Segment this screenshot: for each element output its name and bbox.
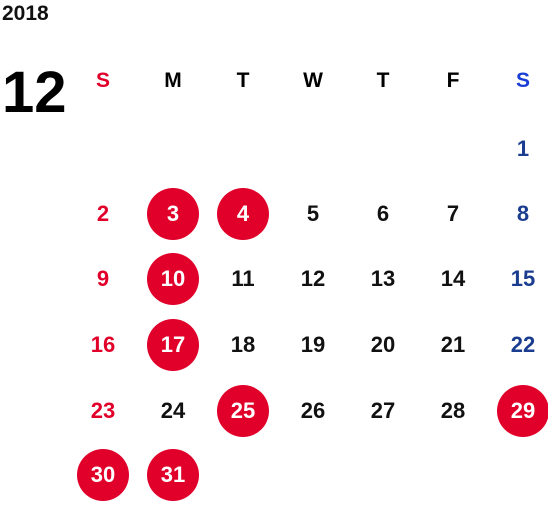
day-number: 9: [96, 266, 110, 291]
calendar-grid: S M T W T F S 1 2 3 4 5 6 7 8 9 10 11 12 13 14 15 16 17 1…: [68, 46, 548, 501]
day-cell[interactable]: 26: [278, 378, 348, 444]
day-cell[interactable]: 2: [68, 181, 138, 247]
day-number: 18: [230, 332, 256, 357]
day-cell[interactable]: 3: [138, 181, 208, 247]
day-number: 26: [300, 398, 326, 423]
day-cell[interactable]: 29: [488, 378, 548, 444]
day-number: 27: [370, 398, 396, 423]
month-number: 12: [2, 60, 67, 125]
day-cell[interactable]: 22: [488, 312, 548, 378]
day-cell[interactable]: 23: [68, 378, 138, 444]
day-number: 2: [96, 201, 110, 226]
day-number: 14: [440, 266, 466, 291]
day-number: 21: [440, 332, 466, 357]
day-cell[interactable]: 16: [68, 312, 138, 378]
holiday-day-number: 10: [147, 253, 199, 305]
day-cell[interactable]: 21: [418, 312, 488, 378]
day-number: 28: [440, 398, 466, 423]
day-cell[interactable]: 31: [138, 442, 208, 508]
weekday-header-sun: S: [95, 69, 110, 92]
day-number: 5: [306, 201, 320, 226]
day-number: 23: [90, 398, 116, 423]
day-number: 1: [516, 136, 530, 161]
year-label: 2018: [2, 2, 49, 25]
day-cell[interactable]: 14: [418, 246, 488, 312]
day-cell[interactable]: 1: [488, 116, 548, 182]
day-number: 11: [231, 266, 255, 291]
day-number: 12: [300, 266, 326, 291]
day-number: 20: [370, 332, 396, 357]
holiday-day-number: 4: [217, 188, 269, 240]
day-number: 24: [160, 398, 186, 423]
holiday-day-number: 31: [147, 449, 199, 501]
day-cell[interactable]: 5: [278, 181, 348, 247]
day-number: 13: [370, 266, 396, 291]
day-cell[interactable]: 30: [68, 442, 138, 508]
day-number: 22: [510, 332, 536, 357]
day-cell[interactable]: 12: [278, 246, 348, 312]
day-cell[interactable]: 7: [418, 181, 488, 247]
day-cell[interactable]: 13: [348, 246, 418, 312]
day-cell[interactable]: 18: [208, 312, 278, 378]
weekday-header-wed: W: [303, 69, 323, 92]
day-number: 15: [510, 266, 536, 291]
day-cell[interactable]: 4: [208, 181, 278, 247]
day-cell[interactable]: 6: [348, 181, 418, 247]
day-cell[interactable]: 10: [138, 246, 208, 312]
day-number: 19: [300, 332, 326, 357]
day-cell[interactable]: 11: [208, 246, 278, 312]
holiday-day-number: 30: [77, 449, 129, 501]
weekday-header-fri: F: [446, 69, 460, 92]
weekday-header-tue: T: [236, 69, 250, 92]
day-number: 16: [90, 332, 116, 357]
day-cell[interactable]: 9: [68, 246, 138, 312]
holiday-day-number: 3: [147, 188, 199, 240]
day-number: 8: [516, 201, 530, 226]
day-cell[interactable]: 28: [418, 378, 488, 444]
holiday-day-number: 17: [147, 319, 199, 371]
day-cell[interactable]: 27: [348, 378, 418, 444]
day-cell[interactable]: 25: [208, 378, 278, 444]
day-cell[interactable]: 8: [488, 181, 548, 247]
weekday-header-thu: T: [376, 69, 390, 92]
day-cell[interactable]: 15: [488, 246, 548, 312]
day-cell[interactable]: 19: [278, 312, 348, 378]
day-cell[interactable]: 20: [348, 312, 418, 378]
day-cell[interactable]: 24: [138, 378, 208, 444]
holiday-day-number: 25: [217, 385, 269, 437]
day-cell[interactable]: 17: [138, 312, 208, 378]
weekday-header-sat: S: [515, 69, 530, 92]
weekday-header-mon: M: [164, 69, 182, 92]
day-number: 6: [376, 201, 390, 226]
day-number: 7: [446, 201, 460, 226]
holiday-day-number: 29: [497, 385, 548, 437]
